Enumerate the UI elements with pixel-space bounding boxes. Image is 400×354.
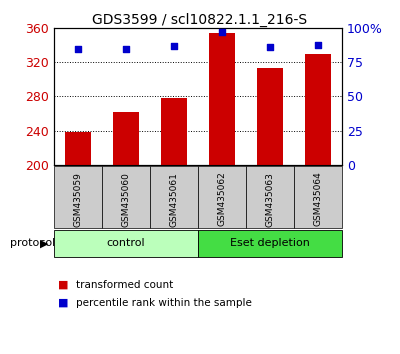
Bar: [113, 112, 139, 165]
Point: [219, 30, 225, 35]
Point: [171, 43, 177, 49]
Text: GSM435064: GSM435064: [314, 172, 322, 227]
Bar: [65, 132, 91, 165]
Bar: [257, 68, 283, 165]
Bar: [161, 98, 187, 165]
Text: GSM435059: GSM435059: [74, 172, 82, 227]
Text: percentile rank within the sample: percentile rank within the sample: [76, 298, 252, 308]
Text: GSM435062: GSM435062: [218, 172, 226, 227]
Text: protocol: protocol: [10, 238, 55, 249]
Text: ▶: ▶: [40, 238, 48, 249]
Point: [267, 45, 273, 50]
Text: control: control: [107, 238, 145, 249]
Bar: [305, 54, 331, 165]
Bar: [209, 33, 235, 165]
Text: ■: ■: [58, 280, 68, 290]
Text: GSM435060: GSM435060: [122, 172, 130, 227]
Text: GSM435061: GSM435061: [170, 172, 178, 227]
Text: GSM435063: GSM435063: [266, 172, 274, 227]
Point: [75, 46, 81, 52]
Point: [315, 42, 321, 47]
Text: Eset depletion: Eset depletion: [230, 238, 310, 249]
Text: ■: ■: [58, 298, 68, 308]
Text: transformed count: transformed count: [76, 280, 173, 290]
Point: [123, 46, 129, 52]
Text: GDS3599 / scl10822.1.1_216-S: GDS3599 / scl10822.1.1_216-S: [92, 12, 308, 27]
